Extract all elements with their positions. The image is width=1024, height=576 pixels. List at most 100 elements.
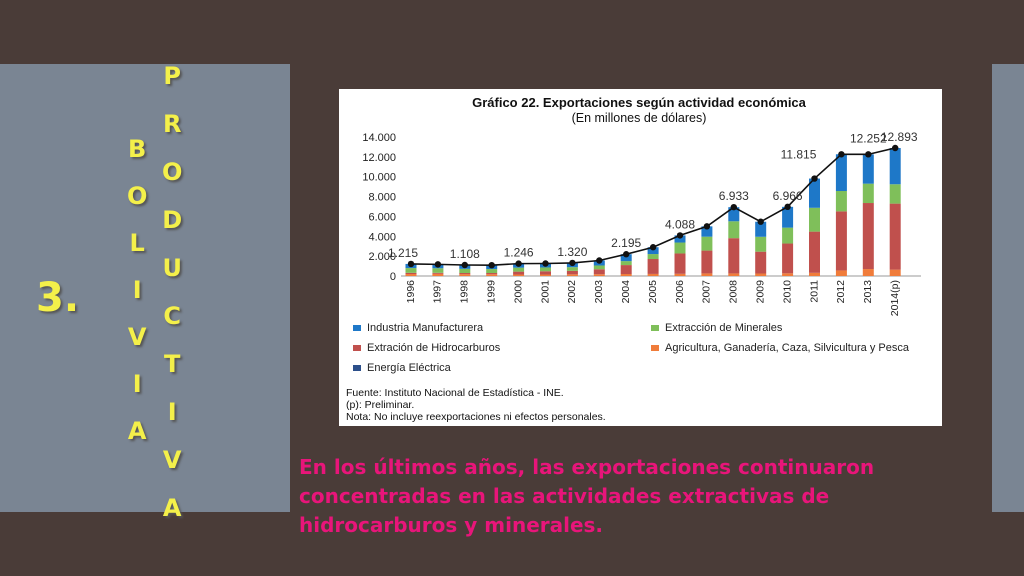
bar-segment [486,274,498,276]
bar-segment [540,274,551,276]
total-point [649,244,657,251]
left-panel [0,64,290,512]
bar-segment [674,253,686,274]
x-tick-label: 1998 [459,280,471,304]
letter: O [127,182,148,210]
bar-segment [889,147,901,185]
bar-segment [566,274,578,276]
data-label: 1.215 [388,246,418,260]
total-point [596,257,603,264]
bar-segment [701,250,713,274]
x-tick-label: 2006 [674,280,686,304]
total-point [434,261,442,268]
x-tick-label: 2002 [566,280,578,304]
bar-segment [513,267,525,272]
letter: T [164,350,181,378]
x-tick-label: 2011 [808,280,820,303]
data-label: 11.815 [781,148,817,162]
chart-svg: Gráfico 22. Exportaciones según activida… [362,95,921,316]
bar-segment [835,270,847,276]
x-tick-label: 2010 [781,280,793,304]
legend-swatch [353,325,361,331]
legend-swatch [651,345,659,351]
bar-segment [647,254,659,260]
letter: A [162,494,182,522]
bar-segment [755,251,767,274]
total-point [542,260,549,267]
bar-segment [674,235,686,243]
data-label: 6.966 [773,189,803,203]
x-tick-label: 2009 [754,280,766,304]
right-panel-strip [992,64,1024,512]
chart-title: Gráfico 22. Exportaciones según activida… [472,95,807,110]
total-point [703,223,711,230]
bar-segment [809,231,820,273]
bar-segment [728,238,740,274]
bar-segment [728,273,740,276]
bar-segment [701,226,713,237]
total-point [676,232,684,239]
bar-segment [674,273,686,276]
bar-segment [701,236,713,251]
bar-segment [620,274,632,276]
x-tick-label: 2014(p) [889,280,901,316]
chart-exclusion-note: Nota: No incluye reexportaciones ni efec… [346,411,606,423]
y-tick-label: 14.000 [362,132,396,144]
bar-segment [566,270,578,275]
data-label: 2.195 [611,236,641,250]
bar-segment [540,267,551,272]
data-label: 12.252 [850,131,887,145]
bar-segment [809,207,820,232]
total-point [811,175,818,182]
chart-image: Gráfico 22. Exportaciones según activida… [339,89,942,426]
bar-segment [647,273,659,276]
total-point [515,260,522,267]
x-tick-label: 2001 [539,280,551,304]
data-label: 4.088 [665,217,695,231]
total-point [838,151,845,158]
bar-segment [862,203,874,270]
x-tick-label: 2007 [701,280,713,304]
bar-segment [835,191,847,212]
data-label: 1.320 [557,245,587,259]
legend-item: Industria Manufacturera [353,322,483,334]
total-point [461,261,468,269]
bar-segment [593,274,605,276]
legend-swatch [651,325,659,331]
letter: P [163,62,181,90]
bar-segment [459,273,471,275]
chart-preliminary-note: (p): Preliminar. [346,399,415,411]
legend-label: Agricultura, Ganadería, Caza, Silvicultu… [665,342,909,354]
x-tick-label: 1999 [485,280,497,304]
bar-segment [566,267,578,271]
bar-segment [862,269,874,276]
bar-segment [889,203,901,270]
x-tick-label: 2000 [512,280,524,304]
y-tick-label: 0 [390,271,396,283]
bar-segment [755,273,767,276]
bar-segment [647,259,659,274]
bar-segment [513,271,525,275]
bar-segment [405,268,417,273]
total-point [569,259,576,267]
bar-segment [782,227,794,244]
bar-segment [432,272,444,274]
legend-item: Energía Eléctrica [353,362,451,374]
bar-segment [835,211,847,271]
slide-number: 3. [36,275,80,321]
bar-segment [889,269,901,276]
letter: C [163,302,182,330]
letter: L [129,229,145,257]
bar-segment [782,273,794,276]
bar-segment [459,268,471,274]
letter: O [162,158,183,186]
x-tick-label: 2008 [728,280,740,304]
total-point [730,203,737,211]
data-label: 1.108 [450,247,480,261]
bar-segment [701,273,713,276]
total-point [892,144,899,152]
legend-swatch [353,365,361,371]
chart-subtitle: (En millones de dólares) [572,111,707,125]
x-tick-label: 2012 [835,280,847,304]
